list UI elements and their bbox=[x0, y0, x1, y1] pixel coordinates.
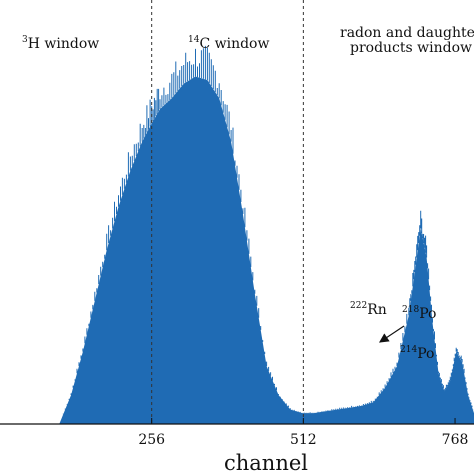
peak-label-rn222: 222Rn bbox=[350, 301, 387, 318]
spectrum-area bbox=[0, 76, 474, 424]
x-tick-label-512: 512 bbox=[290, 432, 317, 448]
peak-label-rn222-iso: 222 bbox=[350, 301, 367, 311]
x-tick-label-768: 768 bbox=[442, 432, 469, 448]
window-label-3h-text: H window bbox=[28, 36, 100, 52]
peak-label-po218-text: Po bbox=[419, 306, 436, 322]
x-tick-label-256: 256 bbox=[138, 432, 165, 448]
window-label-3h: 3H window bbox=[22, 35, 99, 52]
peak-label-po214: 214Po bbox=[400, 345, 434, 362]
peak-label-po214-text: Po bbox=[417, 346, 434, 362]
peak-label-po218-iso: 218 bbox=[402, 305, 419, 315]
spectrum-area-layer bbox=[0, 45, 474, 424]
window-label-3h-iso: 3 bbox=[22, 35, 28, 45]
window-label-14c-iso: 14 bbox=[188, 35, 200, 45]
window-label-14c-text: C window bbox=[199, 36, 269, 52]
window-label-radon-line2: products window bbox=[350, 40, 472, 56]
window-label-radon-line1: radon and daughte bbox=[340, 25, 474, 41]
window-label-14c: 14C window bbox=[188, 35, 269, 52]
peak-label-po218: 218Po bbox=[402, 305, 436, 322]
x-tick-layer: 256 512 768 bbox=[138, 418, 468, 448]
window-boundary-lines bbox=[151, 0, 304, 424]
x-axis-label: channel bbox=[224, 451, 308, 474]
peak-label-po214-iso: 214 bbox=[400, 345, 417, 355]
spectrum-noise-spikes bbox=[62, 45, 474, 415]
po218-arrow bbox=[379, 325, 405, 343]
peak-label-rn222-text: Rn bbox=[367, 302, 387, 318]
